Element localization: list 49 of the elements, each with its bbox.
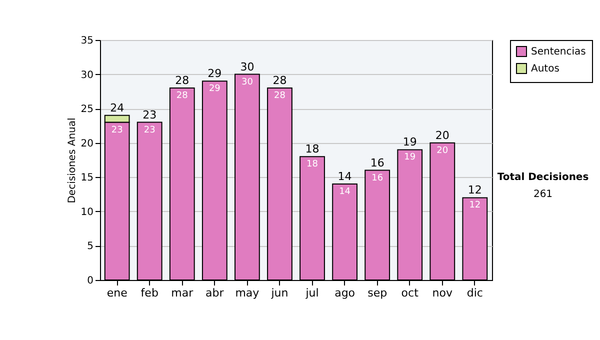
y-tick-label: 15 — [80, 172, 94, 184]
data-label: 29 — [208, 84, 221, 94]
data-label: 20 — [436, 146, 448, 156]
total-label: 28 — [272, 74, 287, 87]
text: 261 — [532, 189, 554, 200]
data-label: 16 — [372, 173, 384, 184]
total-label: 12 — [468, 184, 482, 197]
x-tick-label: ago — [334, 286, 356, 300]
x-tick-label: feb — [140, 286, 158, 300]
y-tick-label: 5 — [87, 241, 94, 252]
data-label: 28 — [274, 91, 286, 101]
data-label: 12 — [469, 200, 481, 211]
y-tick-label: 0 — [87, 276, 94, 286]
data-label: 23 — [144, 125, 156, 136]
total-label: 16 — [370, 156, 384, 170]
text: Total Decisiones — [496, 172, 590, 183]
x-tick-label: jul — [304, 286, 319, 300]
y-tick-label: 20 — [80, 138, 94, 150]
total-label: 23 — [142, 108, 157, 122]
total-label: 19 — [402, 136, 417, 149]
y-tick-label: 10 — [80, 206, 94, 218]
x-tick-label: jun — [270, 286, 288, 300]
y-axis-title: Decisiones Anual — [66, 118, 78, 204]
x-tick-label: abr — [206, 286, 224, 300]
data-label: 19 — [404, 152, 416, 163]
x-tick-label: dic — [466, 286, 483, 300]
total-label: 28 — [175, 74, 190, 87]
total-label: 18 — [305, 142, 320, 156]
data-label: 23 — [111, 125, 123, 136]
data-label: 30 — [241, 77, 254, 88]
legend-label: Sentencias — [531, 46, 586, 58]
y-tick-label: 35 — [80, 36, 94, 46]
data-label: 14 — [339, 187, 351, 197]
y-tick-label: 30 — [80, 70, 94, 81]
total-label: 24 — [110, 101, 124, 114]
x-tick-label: mar — [171, 286, 194, 300]
x-tick-label: sep — [368, 286, 388, 300]
total-label: 14 — [338, 170, 352, 183]
x-tick-label: may — [235, 286, 260, 300]
legend-label: Autos — [531, 64, 560, 74]
y-tick-label: 25 — [80, 104, 94, 116]
data-label: 28 — [176, 91, 188, 101]
data-label: 18 — [306, 160, 318, 170]
total-label: 20 — [435, 128, 450, 142]
x-tick-label: oct — [401, 286, 420, 300]
x-tick-label: nov — [432, 286, 453, 300]
total-label: 29 — [208, 67, 222, 80]
total-label: 30 — [240, 60, 254, 74]
x-tick-label: ene — [106, 286, 128, 300]
